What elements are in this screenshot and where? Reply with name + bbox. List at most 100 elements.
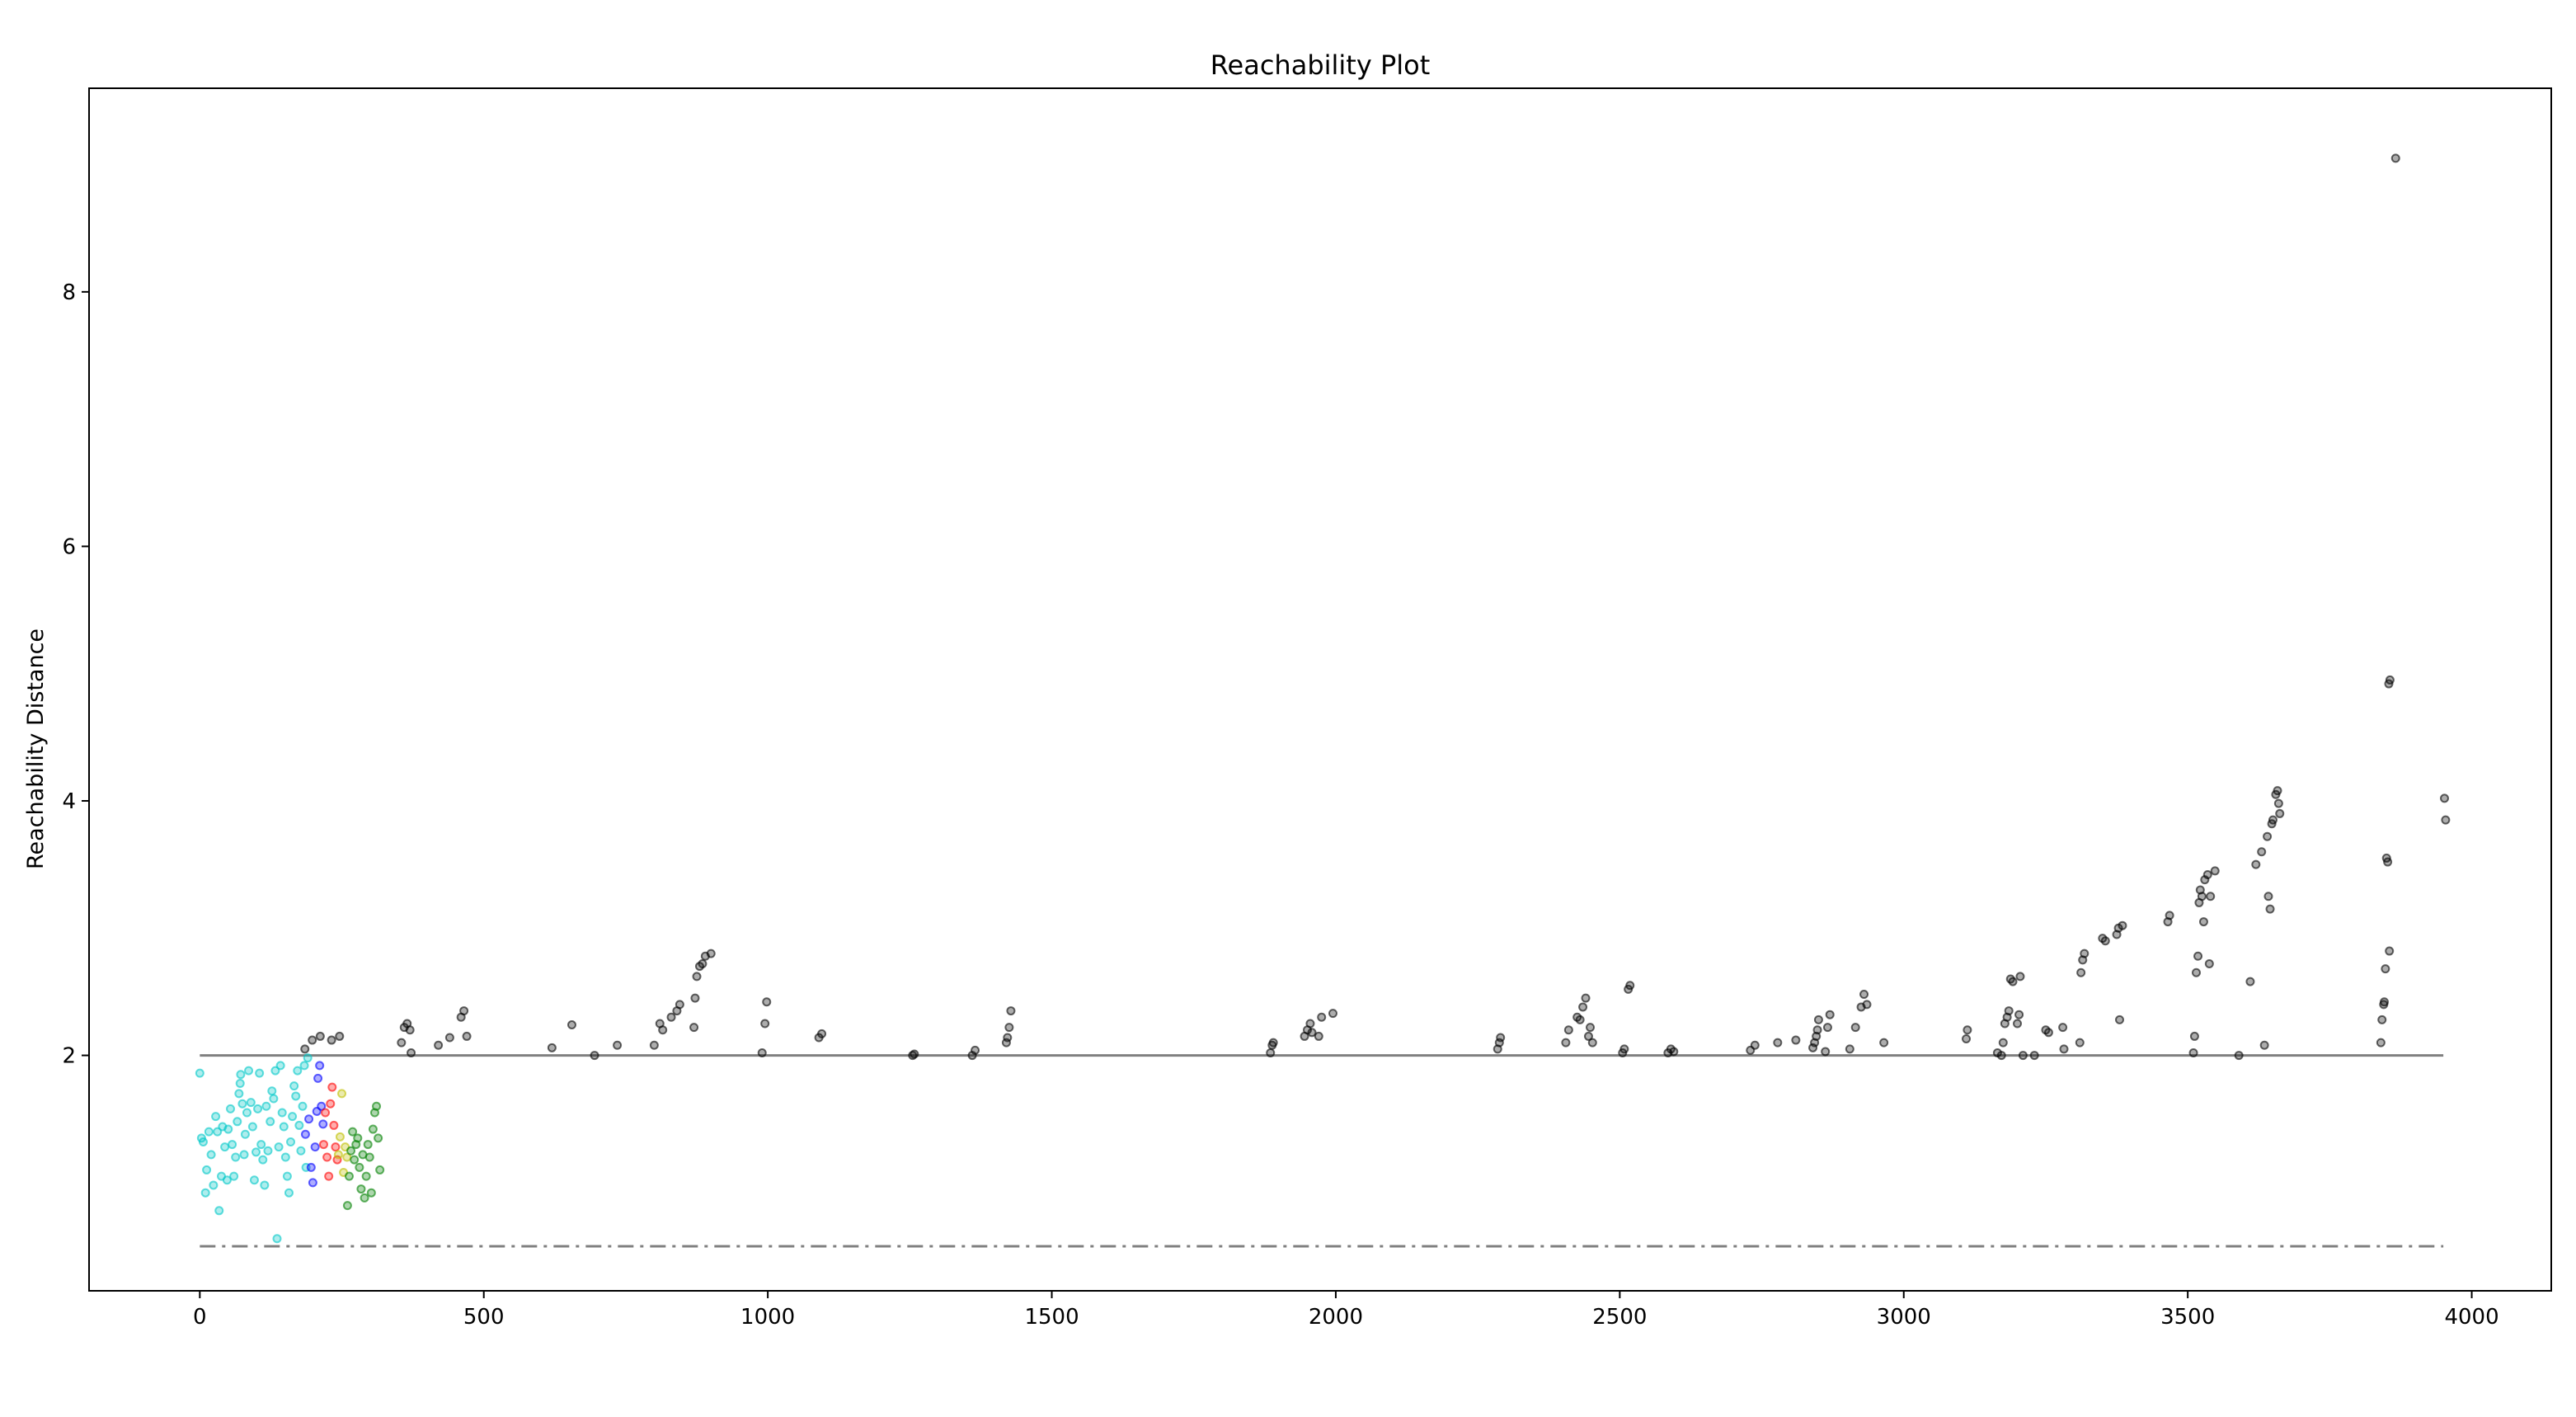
data-point — [2118, 920, 2127, 930]
plot-frame — [88, 87, 2552, 1292]
data-point — [1963, 1025, 1972, 1035]
data-point — [1825, 1010, 1835, 1019]
data-point — [237, 1099, 247, 1109]
data-point — [284, 1188, 294, 1198]
data-point — [407, 1047, 416, 1057]
data-point — [279, 1122, 289, 1132]
data-point — [200, 1188, 210, 1198]
y-tick-label: 4 — [62, 789, 76, 814]
data-point — [356, 1184, 366, 1194]
data-point — [329, 1120, 339, 1130]
data-point — [308, 1178, 317, 1188]
data-point — [760, 1019, 770, 1029]
data-point — [1625, 981, 1635, 991]
data-point — [366, 1188, 376, 1198]
data-point — [2206, 892, 2216, 902]
reference-lines — [200, 1054, 2444, 1248]
data-point — [289, 1081, 299, 1091]
y-tick-label: 8 — [62, 280, 76, 305]
data-point — [1575, 1014, 1585, 1024]
data-point — [322, 1152, 332, 1162]
data-point — [326, 1099, 336, 1109]
data-point — [300, 1129, 310, 1139]
data-point — [247, 1122, 257, 1132]
data-point — [1586, 1023, 1596, 1033]
x-tick-label: 4000 — [2444, 1305, 2498, 1330]
data-point — [2080, 949, 2089, 958]
data-point — [206, 1150, 216, 1160]
data-point — [405, 1025, 415, 1035]
data-point — [2381, 964, 2390, 974]
data-point — [344, 1171, 354, 1181]
data-point — [258, 1155, 268, 1165]
data-point — [249, 1175, 259, 1185]
data-point — [228, 1140, 237, 1150]
data-point — [2377, 1014, 2387, 1024]
data-point — [337, 1089, 347, 1099]
data-point — [757, 1047, 767, 1057]
data-point — [2257, 847, 2267, 857]
data-point — [2204, 958, 2214, 968]
data-point — [2263, 892, 2273, 902]
data-point — [1962, 1034, 1972, 1044]
data-point — [209, 1180, 219, 1190]
chart-title: Reachability Plot — [1210, 49, 1431, 81]
data-point — [202, 1165, 212, 1175]
data-point — [658, 1025, 668, 1035]
data-point — [244, 1066, 254, 1076]
data-point — [2198, 917, 2208, 927]
data-point — [353, 1133, 363, 1143]
x-tick-label: 1500 — [1024, 1305, 1079, 1330]
y-axis: 2 4 6 8 — [62, 280, 89, 1069]
data-point — [1328, 1009, 1337, 1019]
data-point — [462, 1031, 472, 1041]
data-point — [2058, 1023, 2068, 1033]
data-point — [649, 1040, 659, 1050]
data-point — [2076, 967, 2086, 977]
data-point — [263, 1146, 273, 1156]
data-point — [1879, 1038, 1889, 1047]
data-point — [2379, 997, 2389, 1007]
data-point — [331, 1142, 341, 1152]
data-point — [1266, 1047, 1276, 1057]
data-point — [2251, 859, 2261, 869]
data-point — [2075, 1038, 2085, 1047]
data-point — [213, 1127, 223, 1137]
data-point — [333, 1150, 343, 1160]
data-point — [2165, 911, 2174, 920]
data-point — [350, 1155, 360, 1165]
x-tick-label: 2000 — [1309, 1305, 1363, 1330]
data-point — [1619, 1044, 1629, 1054]
data-point — [2013, 1019, 2023, 1029]
data-point — [310, 1142, 320, 1152]
data-point — [375, 1165, 385, 1175]
data-point — [2210, 866, 2220, 876]
data-point — [1812, 1025, 1822, 1035]
data-point — [1268, 1038, 1278, 1047]
data-point — [361, 1171, 371, 1181]
data-point — [277, 1108, 287, 1118]
y-tick-label: 6 — [62, 534, 76, 559]
data-point — [1996, 1051, 2006, 1061]
x-axis: 0 500 1000 1500 2000 2500 3000 3500 4000 — [193, 1291, 2499, 1330]
data-point — [2202, 869, 2212, 879]
data-point — [1750, 1040, 1760, 1050]
data-point — [1859, 990, 1869, 1000]
data-point — [274, 1142, 284, 1152]
data-point — [286, 1137, 296, 1146]
data-point — [2263, 831, 2273, 841]
data-point — [313, 1073, 323, 1083]
data-point — [299, 1061, 309, 1071]
data-point — [288, 1112, 298, 1122]
data-point — [335, 1031, 345, 1041]
data-point — [260, 1180, 270, 1190]
data-point — [327, 1082, 337, 1092]
data-point — [220, 1142, 230, 1152]
data-point — [444, 1033, 454, 1043]
data-point — [2018, 1051, 2028, 1061]
data-point — [2115, 1014, 2125, 1024]
data-point — [317, 1101, 327, 1111]
data-point — [327, 1035, 336, 1045]
data-point — [1583, 1031, 1593, 1041]
